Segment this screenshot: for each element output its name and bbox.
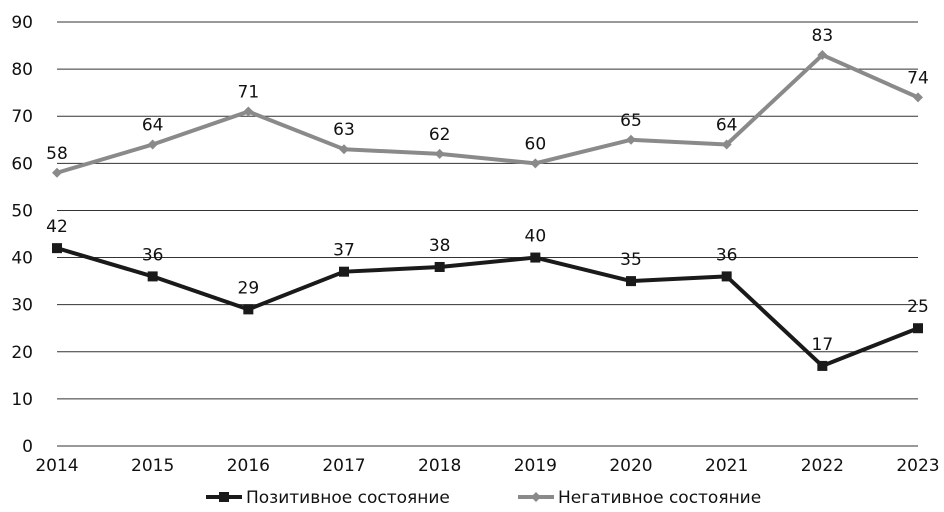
legend-marker <box>531 492 541 502</box>
point-marker <box>147 139 158 150</box>
x-tick-label: 2017 <box>322 456 365 476</box>
x-tick-label: 2023 <box>896 456 939 476</box>
legend-marker <box>219 492 229 502</box>
y-tick-label: 90 <box>11 13 33 33</box>
data-label: 17 <box>812 335 834 355</box>
x-tick-label: 2018 <box>418 456 461 476</box>
point-marker <box>339 144 349 155</box>
x-tick-label: 2015 <box>131 456 174 476</box>
data-label: 62 <box>429 125 451 145</box>
x-tick-label: 2019 <box>514 456 557 476</box>
point-marker <box>626 134 636 145</box>
y-tick-label: 30 <box>11 296 33 316</box>
data-label: 64 <box>716 115 738 135</box>
data-label: 42 <box>46 217 68 237</box>
y-tick-label: 20 <box>11 343 33 363</box>
point-marker <box>243 106 254 117</box>
x-tick-label: 2020 <box>609 456 652 476</box>
data-label: 40 <box>525 227 547 247</box>
data-label: 37 <box>333 241 355 261</box>
point-marker <box>339 266 349 277</box>
y-tick-label: 70 <box>11 107 33 127</box>
data-labels: 42 36 29 37 38 40 35 36 17 25 58 64 71 63 62 60 65 64 83 74 <box>46 26 929 355</box>
x-axis-ticks: 2014 2015 2016 2017 2018 2019 2020 2021 2022 2023 <box>35 456 939 476</box>
point-marker <box>243 304 254 315</box>
point-marker <box>817 360 828 371</box>
point-marker <box>52 243 62 254</box>
point-marker <box>721 271 732 282</box>
y-tick-label: 0 <box>22 437 33 457</box>
legend-label: Негативное состояние <box>558 488 761 508</box>
data-label: 35 <box>620 250 642 270</box>
data-label: 60 <box>525 134 547 154</box>
point-marker <box>530 252 541 263</box>
point-marker <box>147 271 158 282</box>
y-tick-label: 10 <box>11 390 33 410</box>
data-label: 58 <box>46 144 68 164</box>
legend-item-1: Позитивное состояние <box>206 488 450 508</box>
legend-label: Позитивное состояние <box>246 488 450 508</box>
point-marker <box>817 49 828 60</box>
x-tick-label: 2016 <box>227 456 270 476</box>
data-label: 71 <box>238 83 260 103</box>
y-axis-ticks: 0 10 20 30 40 50 60 70 80 90 <box>11 13 33 457</box>
point-marker <box>913 323 923 334</box>
legend-item-2: Негативное состояние <box>518 488 761 508</box>
point-marker <box>52 167 62 178</box>
data-label: 29 <box>238 278 260 298</box>
x-tick-label: 2022 <box>801 456 844 476</box>
data-label: 36 <box>142 245 164 265</box>
point-marker <box>530 158 541 169</box>
y-tick-label: 50 <box>11 201 33 221</box>
point-marker <box>434 261 445 272</box>
series-lines <box>56 52 919 368</box>
x-tick-label: 2014 <box>35 456 78 476</box>
point-marker <box>721 139 732 150</box>
series-line-1 <box>56 246 919 368</box>
grid <box>57 21 918 447</box>
y-tick-label: 80 <box>11 60 33 80</box>
data-label: 74 <box>907 68 929 88</box>
data-label: 63 <box>333 120 355 140</box>
data-label: 65 <box>620 111 642 131</box>
data-label: 25 <box>907 297 929 317</box>
data-label: 36 <box>716 245 738 265</box>
series-points <box>52 49 923 371</box>
point-marker <box>434 148 445 159</box>
data-label: 83 <box>812 26 834 46</box>
point-marker <box>913 92 923 103</box>
x-tick-label: 2021 <box>705 456 748 476</box>
y-tick-label: 60 <box>11 154 33 174</box>
series-line-2 <box>56 52 919 175</box>
data-label: 64 <box>142 115 164 135</box>
legend: Позитивное состояние Негативное состояние <box>206 488 761 508</box>
data-label: 38 <box>429 236 451 256</box>
point-marker <box>626 276 636 287</box>
y-tick-label: 40 <box>11 249 33 269</box>
